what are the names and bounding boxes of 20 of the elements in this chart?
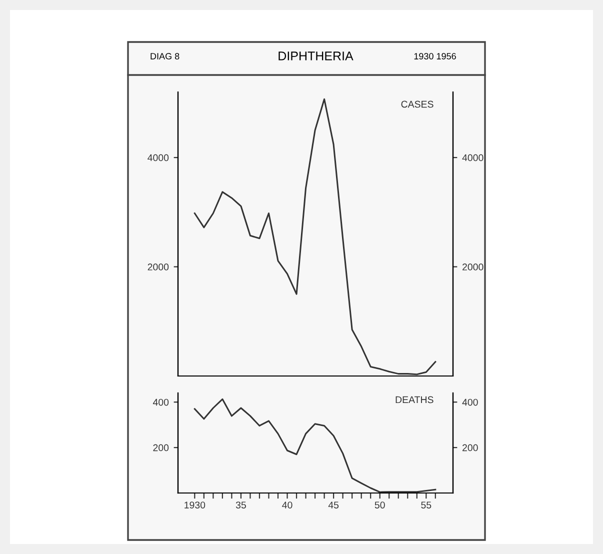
x-tick-label: 40 <box>282 502 292 508</box>
chart-title: DIPHTHERIA <box>278 52 354 60</box>
text: CASES <box>401 100 434 108</box>
y-tick-label: 2000 <box>148 264 169 270</box>
y2-tick-label: 200 <box>462 444 478 452</box>
x-tick-label: 45 <box>328 502 339 508</box>
y-tick-label: 200 <box>153 444 169 452</box>
y2-tick-label: 400 <box>462 398 478 406</box>
text: DEATHS <box>396 396 434 404</box>
y-tick-label: 400 <box>152 398 169 406</box>
text: 1930 1956 <box>414 53 456 60</box>
y-tick-label: 4000 <box>148 154 169 162</box>
y2-tick-label: 4000 <box>462 154 484 162</box>
x-tick-label: 55 <box>421 502 432 508</box>
text: DIAG 8 <box>150 53 180 60</box>
x-tick-label: 1930 <box>184 502 206 508</box>
line-series <box>194 98 436 376</box>
y2-tick-label: 2000 <box>462 264 484 270</box>
x-tick-label: 50 <box>374 502 385 508</box>
x-tick-label: 35 <box>236 502 246 508</box>
